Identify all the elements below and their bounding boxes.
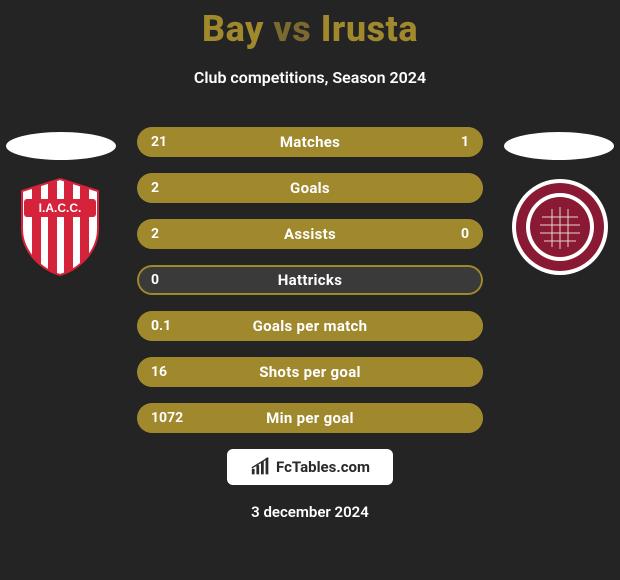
stat-label: Min per goal	[137, 403, 483, 433]
stat-row-min-per-goal: 1072Min per goal	[137, 403, 483, 433]
stat-row-assists: 20Assists	[137, 219, 483, 249]
club-badge-right	[510, 177, 610, 277]
title-vs: vs	[273, 8, 311, 50]
page-title: Bay vs Irusta	[0, 0, 620, 50]
title-player1: Bay	[202, 8, 264, 50]
player1-ellipse	[6, 132, 116, 160]
stat-row-goals-per-match: 0.1Goals per match	[137, 311, 483, 341]
stat-label: Shots per goal	[137, 357, 483, 387]
stat-label: Assists	[137, 219, 483, 249]
club-badge-left: I.A.C.C.	[10, 177, 110, 277]
stat-label: Goals per match	[137, 311, 483, 341]
stat-bars: 211Matches 2Goals 20Assists 0Hattricks 0.1Go…	[137, 127, 483, 433]
player2-ellipse	[504, 132, 614, 160]
subtitle: Club competitions, Season 2024	[0, 68, 620, 87]
stat-label: Matches	[137, 127, 483, 157]
stat-row-goals: 2Goals	[137, 173, 483, 203]
comparison-content: I.A.C.C. 211Matches 2Goals 20Assists 0Hattr…	[0, 127, 620, 433]
stat-row-shots-per-goal: 16Shots per goal	[137, 357, 483, 387]
stat-label: Goals	[137, 173, 483, 203]
stat-row-matches: 211Matches	[137, 127, 483, 157]
bars-icon	[250, 456, 272, 478]
date: 3 december 2024	[0, 503, 620, 521]
badge-left-text: I.A.C.C.	[39, 201, 82, 215]
stat-label: Hattricks	[137, 265, 483, 295]
watermark-text: FcTables.com	[276, 458, 370, 476]
watermark: FcTables.com	[227, 449, 393, 485]
title-player2: Irusta	[321, 8, 418, 50]
stat-row-hattricks: 0Hattricks	[137, 265, 483, 295]
